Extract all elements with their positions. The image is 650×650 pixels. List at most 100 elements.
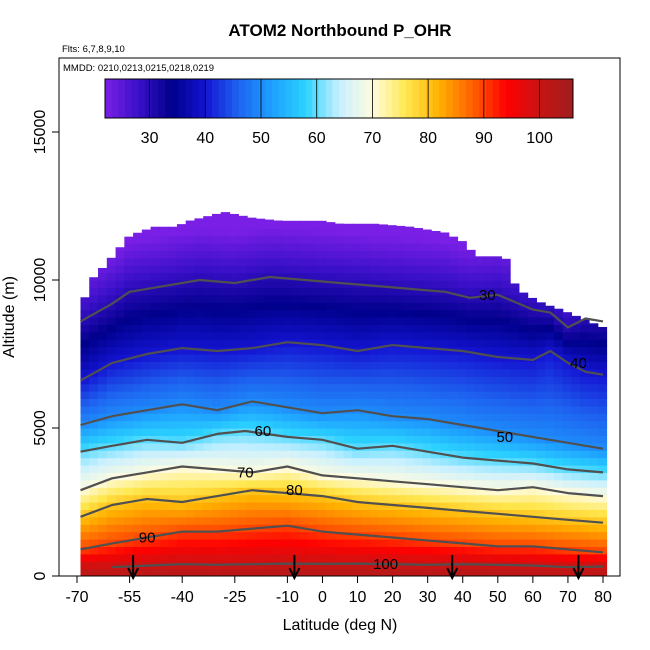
heat-cell — [387, 457, 397, 466]
heat-cell — [255, 553, 266, 562]
heat-cell — [510, 324, 520, 333]
heat-cell — [334, 516, 345, 525]
heat-cell — [597, 326, 608, 333]
heat-cell — [475, 309, 485, 318]
heat-cell — [457, 516, 467, 525]
heat-cell — [588, 376, 599, 385]
heat-cell — [501, 494, 511, 503]
heat-cell — [369, 302, 380, 311]
heat-cell — [290, 568, 301, 576]
heat-cell — [343, 346, 353, 355]
heat-cell — [80, 561, 90, 570]
heat-cell — [203, 250, 213, 259]
heat-cell — [457, 324, 467, 333]
heat-cell — [282, 302, 292, 311]
heat-cell — [466, 531, 476, 540]
heat-cell — [150, 294, 161, 303]
heat-cell — [553, 317, 564, 325]
heat-cell — [212, 398, 222, 407]
heat-cell — [466, 413, 476, 422]
heat-cell — [387, 302, 397, 311]
heat-cell — [597, 361, 608, 370]
heat-cell — [282, 465, 292, 473]
heat-cell — [150, 539, 161, 547]
heat-cell — [255, 502, 266, 510]
heat-cell — [396, 228, 406, 237]
heat-cell — [588, 324, 599, 333]
heat-cell — [475, 472, 485, 481]
heat-cell — [413, 361, 424, 370]
heat-cell — [404, 294, 415, 303]
heat-cell — [273, 302, 283, 311]
heat-cell — [80, 317, 90, 325]
heat-cell — [457, 376, 467, 385]
heat-cell — [378, 228, 388, 237]
heat-cell — [352, 383, 362, 392]
heat-cell — [80, 546, 90, 555]
heat-cell — [124, 391, 134, 399]
colorbar-swatch — [479, 79, 487, 118]
colorbar-swatch — [252, 79, 260, 118]
heat-cell — [238, 235, 248, 244]
heat-cell — [133, 442, 143, 451]
heat-cell — [396, 524, 406, 533]
heat-cell — [220, 294, 231, 303]
heat-cell — [98, 420, 108, 429]
heat-cell — [229, 494, 239, 503]
heat-cell — [378, 472, 388, 481]
heat-cell — [325, 509, 336, 518]
heat-cell — [475, 398, 485, 407]
heat-cell — [580, 561, 590, 570]
heat-cell — [89, 457, 99, 466]
heat-cell — [264, 546, 274, 555]
heat-cell — [238, 280, 248, 288]
heat-cell — [510, 405, 520, 414]
heat-cell — [141, 324, 152, 333]
heat-cell — [194, 391, 204, 399]
heat-cell — [457, 243, 467, 251]
heat-cell — [431, 472, 441, 481]
heat-cell — [396, 250, 406, 259]
heat-cell — [343, 405, 353, 414]
heat-cell — [220, 272, 231, 281]
heat-cell — [299, 354, 310, 362]
heat-cell — [378, 561, 388, 570]
heat-cell — [527, 331, 537, 340]
heat-cell — [141, 531, 152, 540]
heat-cell — [422, 539, 432, 547]
heat-cell — [422, 450, 432, 459]
heat-cell — [492, 546, 502, 555]
heat-cell — [229, 465, 239, 473]
heat-cell — [361, 435, 371, 444]
heat-cell — [553, 428, 564, 436]
heat-cell — [422, 280, 432, 288]
heat-cell — [317, 376, 327, 385]
heat-cell — [247, 539, 257, 547]
heat-cell — [308, 317, 318, 325]
heat-cell — [106, 398, 117, 407]
heat-cell — [89, 324, 99, 333]
heat-cell — [352, 339, 362, 348]
heat-cell — [106, 435, 117, 444]
heat-cell — [203, 398, 213, 407]
heat-cell — [492, 376, 502, 385]
heat-cell — [422, 568, 432, 576]
heat-cell — [580, 339, 590, 348]
heat-cell — [343, 561, 353, 570]
heat-cell — [510, 368, 520, 377]
heat-cell — [299, 272, 310, 281]
heat-cell — [404, 383, 415, 392]
heat-cell — [404, 228, 415, 237]
heat-cell — [176, 502, 187, 510]
heat-cell — [247, 383, 257, 392]
heat-cell — [317, 516, 327, 525]
heat-cell — [501, 368, 511, 377]
contour-label-30: 30 — [479, 287, 496, 304]
heat-cell — [334, 368, 345, 377]
colorbar-swatch — [439, 79, 447, 118]
heat-cell — [378, 531, 388, 540]
heat-cell — [220, 413, 231, 422]
heat-cell — [369, 257, 380, 266]
heat-cell — [396, 309, 406, 318]
heat-cell — [580, 324, 590, 333]
